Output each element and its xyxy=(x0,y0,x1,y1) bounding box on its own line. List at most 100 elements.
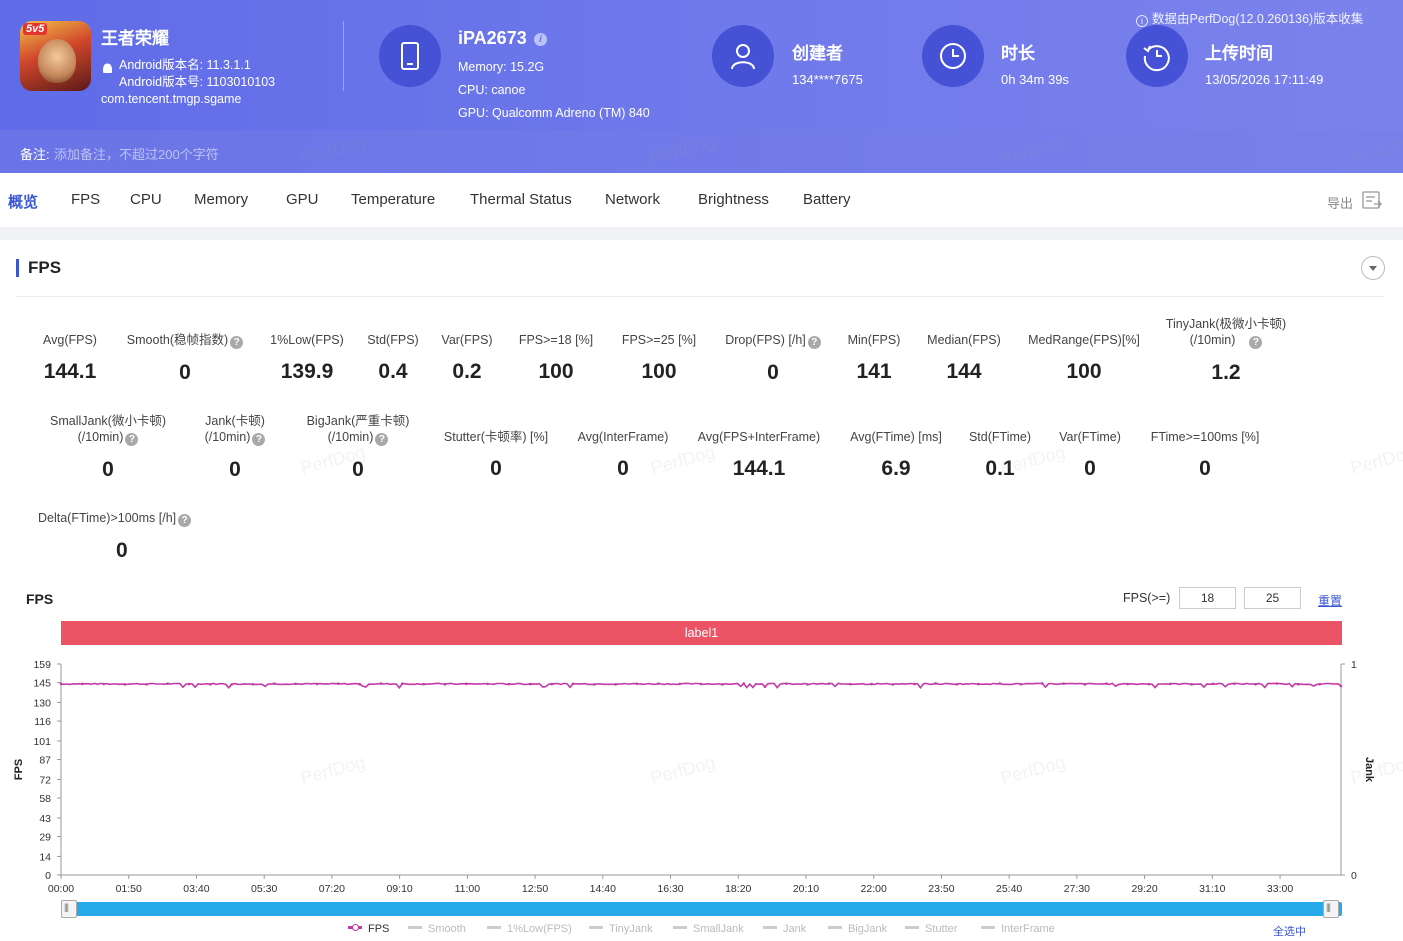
fps-point xyxy=(1297,682,1300,686)
metric-medrange-fps: MedRange(FPS)[%] 100 xyxy=(1019,332,1149,384)
fps-point xyxy=(1275,682,1279,685)
collapse-button[interactable] xyxy=(1361,256,1385,280)
legend-item-tinyjank[interactable]: TinyJank xyxy=(589,923,653,935)
x-tick-label: 07:20 xyxy=(319,883,345,895)
fps-point xyxy=(699,682,703,686)
metric-smooth: Smooth(稳帧指数)? 0 xyxy=(115,332,255,385)
legend-item-fps[interactable]: FPS xyxy=(348,923,389,935)
metric-median-fps: Median(FPS) 144 xyxy=(914,332,1014,384)
select-all-button[interactable]: 全选中 xyxy=(1273,926,1306,938)
fps-point xyxy=(422,682,425,686)
export-button[interactable]: 导出 xyxy=(1327,196,1354,211)
metric-fps-ge-18: FPS>=18 [%] 100 xyxy=(506,332,606,384)
metric-avg-fps-interframe: Avg(FPS+InterFrame) 144.1 xyxy=(689,429,829,481)
zoom-handle-left[interactable] xyxy=(61,900,77,918)
legend-item-jank[interactable]: Jank xyxy=(763,923,806,935)
metric-label: FPS>=25 [%] xyxy=(621,333,697,347)
label-band[interactable]: label1 xyxy=(61,621,1342,645)
legend-swatch xyxy=(348,924,362,931)
legend-item-1-low-fps-[interactable]: 1%Low(FPS) xyxy=(487,923,572,935)
legend-label: SmallJank xyxy=(693,923,744,935)
upload-icon-circle xyxy=(1126,25,1188,87)
device-info-icon[interactable]: i xyxy=(534,33,547,46)
tab-battery[interactable]: Battery xyxy=(803,191,851,208)
zoom-handle-right[interactable] xyxy=(1323,900,1339,918)
metric-label: Delta(FTime)>100ms [/h] xyxy=(38,511,177,525)
tab-memory[interactable]: Memory xyxy=(194,191,249,208)
legend-item-bigjank[interactable]: BigJank xyxy=(828,923,887,935)
legend-item-smooth[interactable]: Smooth xyxy=(408,923,466,935)
export-icon[interactable] xyxy=(1362,191,1382,209)
metric-min-fps: Min(FPS) 141 xyxy=(834,332,914,384)
fps-point xyxy=(507,682,511,686)
fps-point xyxy=(465,682,468,686)
fps-point xyxy=(273,682,276,685)
x-tick-label: 18:20 xyxy=(725,883,751,895)
metric-var-ftime: Var(FTime) 0 xyxy=(1050,429,1130,481)
fps-point xyxy=(1339,684,1343,688)
fps-point xyxy=(294,682,297,686)
metric-label: SmallJank(微小卡顿) xyxy=(50,414,166,428)
zoom-slider-track[interactable] xyxy=(61,902,1342,916)
help-icon[interactable]: ? xyxy=(252,433,266,446)
x-tick-label: 33:00 xyxy=(1267,883,1293,895)
fps-point xyxy=(529,682,532,686)
threshold-input-1[interactable] xyxy=(1179,587,1236,609)
fps-point xyxy=(123,683,127,686)
help-icon[interactable]: ? xyxy=(125,433,139,446)
legend-item-interframe[interactable]: InterFrame xyxy=(981,923,1055,935)
upload-value: 13/05/2026 17:11:49 xyxy=(1205,72,1324,87)
tab-thermal-status[interactable]: Thermal Status xyxy=(470,191,572,208)
fps-point xyxy=(1318,682,1321,686)
fps-point xyxy=(443,682,447,686)
y-tick-label: 116 xyxy=(34,716,51,728)
help-icon[interactable]: ? xyxy=(230,336,244,349)
tab-cpu[interactable]: CPU xyxy=(130,191,162,208)
metric-value: 0 xyxy=(617,457,629,480)
y2-tick-label: 0 xyxy=(1351,870,1357,882)
metric-fps-ge-25: FPS>=25 [%] 100 xyxy=(609,332,709,384)
tab-temperature[interactable]: Temperature xyxy=(351,191,436,208)
metric-value: 0 xyxy=(229,458,241,481)
tab-fps[interactable]: FPS xyxy=(71,191,101,208)
legend-label: 1%Low(FPS) xyxy=(507,923,572,935)
metric-label-unit: (/10min) xyxy=(1189,333,1236,347)
reset-button[interactable]: 重置 xyxy=(1318,594,1343,608)
fps-point xyxy=(763,685,767,689)
fps-point xyxy=(337,682,340,685)
fps-point xyxy=(955,682,959,686)
legend-item-stutter[interactable]: Stutter xyxy=(905,923,957,935)
tab-overview[interactable]: 概览 xyxy=(8,194,39,211)
fps-point xyxy=(785,682,788,685)
app-icon-badge: 5v5 xyxy=(23,23,48,35)
fps-point xyxy=(1169,682,1172,686)
fps-point xyxy=(849,682,852,686)
help-icon[interactable]: ? xyxy=(375,433,389,446)
legend-label: Jank xyxy=(783,923,807,935)
fps-chart[interactable]: 0 14 29 43 58 72 87 101 116 130 145 159 0 1 00:00 01:50… xyxy=(0,650,1403,900)
help-icon[interactable]: ? xyxy=(807,336,821,349)
fps-point xyxy=(571,682,575,686)
metric-label: TinyJank(极微小卡顿) xyxy=(1165,317,1287,331)
threshold-input-2[interactable] xyxy=(1244,587,1301,609)
fps-point xyxy=(614,683,617,686)
help-icon[interactable]: ? xyxy=(178,514,192,527)
tab-brightness[interactable]: Brightness xyxy=(698,191,769,208)
metric-value: 0 xyxy=(352,458,364,481)
help-icon[interactable]: ? xyxy=(1249,336,1263,349)
fps-point xyxy=(678,682,681,686)
history-icon xyxy=(1143,45,1170,72)
metric-label: Min(FPS) xyxy=(847,333,901,347)
tab-network[interactable]: Network xyxy=(605,191,661,208)
tab-gpu[interactable]: GPU xyxy=(286,191,319,208)
metric-label: FPS>=18 [%] xyxy=(518,333,594,347)
note-input[interactable]: 添加备注，不超过200个字符 xyxy=(54,147,219,162)
device-gpu: GPU: Qualcomm Adreno (TM) 840 xyxy=(458,106,650,120)
legend-item-smalljank[interactable]: SmallJank xyxy=(673,923,744,935)
metric-ftime-ge-100: FTime>=100ms [%] 0 xyxy=(1140,429,1270,481)
legend-swatch xyxy=(589,926,603,929)
app-name: 王者荣耀 xyxy=(101,29,169,48)
fps-point xyxy=(593,683,596,686)
fps-point xyxy=(315,682,319,686)
metric-bigjank: BigJank(严重卡顿) (/10min)? 0 xyxy=(288,413,428,482)
